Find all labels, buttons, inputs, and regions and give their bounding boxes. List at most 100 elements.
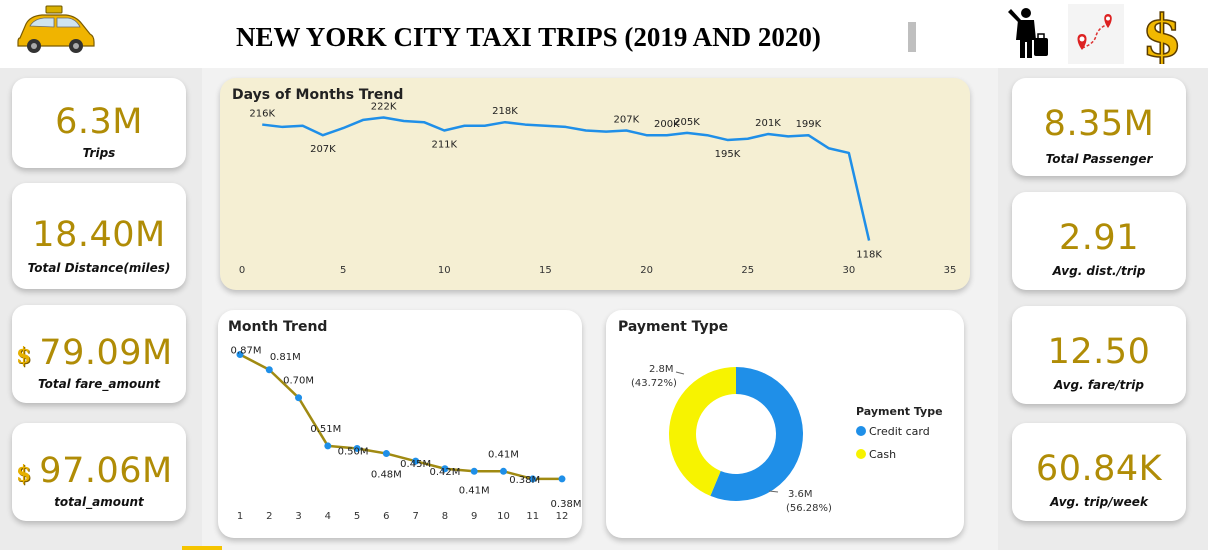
- legend-item: Credit card: [869, 425, 930, 438]
- x-tick-label: 11: [526, 511, 539, 522]
- data-label: 0.70M: [283, 376, 314, 387]
- kpi-value: 97.06M: [39, 451, 173, 491]
- legend-marker: [856, 449, 866, 459]
- dollar-icon: $: [1140, 1, 1184, 71]
- svg-text:$: $: [1142, 2, 1182, 64]
- data-label: 118K: [856, 250, 882, 261]
- data-label: 0.51M: [310, 424, 341, 435]
- x-tick-label: 25: [741, 265, 754, 276]
- data-point: [324, 442, 332, 450]
- data-label: 0.38M: [509, 475, 540, 486]
- data-label: 0.48M: [371, 470, 402, 481]
- data-label: 195K: [715, 149, 741, 160]
- days-of-months-trend-panel: Days of Months Trend 0 5 10 15 20 25 30 35 216K 2…: [220, 78, 970, 290]
- page-title: NEW YORK CITY TAXI TRIPS (2019 AND 2020): [236, 22, 821, 52]
- kpi-value: 6.3M: [55, 102, 143, 142]
- data-point: [382, 450, 390, 458]
- x-tick-label: 5: [340, 265, 346, 276]
- x-tick-label: 15: [539, 265, 552, 276]
- data-label: 207K: [310, 144, 336, 155]
- x-tick-label: 12: [556, 511, 569, 522]
- data-label: 0.81M: [270, 352, 301, 363]
- x-tick-label: 35: [944, 265, 957, 276]
- data-label: 218K: [492, 106, 518, 117]
- data-point: [236, 351, 244, 359]
- kpi-label: Total Passenger: [1045, 152, 1153, 166]
- x-tick-label: 10: [438, 265, 451, 276]
- data-label: 222K: [371, 101, 397, 112]
- data-label: (56.28%): [786, 503, 832, 514]
- x-tick-label: 30: [842, 265, 855, 276]
- kpi-card-avg-fare: 12.50 Avg. fare/trip: [1012, 306, 1186, 404]
- pie-slice: [710, 367, 803, 501]
- legend-title: Payment Type: [856, 405, 943, 418]
- route-map-icon: [1068, 4, 1124, 64]
- x-tick-label: 8: [442, 511, 448, 522]
- kpi-label: total_amount: [54, 495, 144, 509]
- data-label: 205K: [674, 117, 700, 128]
- kpi-label: Avg. dist./trip: [1052, 264, 1146, 278]
- data-label: 207K: [614, 114, 640, 125]
- dollar-icon: $: [16, 343, 32, 369]
- data-label: 3.6M: [788, 489, 813, 500]
- x-tick-label: 6: [383, 511, 389, 522]
- kpi-card-total-distance: 18.40M Total Distance(miles): [12, 183, 186, 289]
- kpi-value: 79.09M: [39, 333, 173, 373]
- kpi-label: Avg. fare/trip: [1054, 378, 1144, 392]
- x-tick-label: 1: [237, 511, 243, 522]
- x-tick-label: 5: [354, 511, 360, 522]
- data-label: 0.42M: [429, 467, 460, 478]
- data-label: 216K: [249, 109, 275, 120]
- kpi-card-total-passenger: 8.35M Total Passenger: [1012, 78, 1186, 176]
- payment-type-panel: Payment Type 3.6M (56.28%) 2.8M (43.72%) Pay…: [606, 310, 964, 538]
- payment-type-chart: 3.6M (56.28%) 2.8M (43.72%) Payment Type Cred…: [631, 364, 943, 514]
- hitchhiker-icon: [1004, 6, 1052, 58]
- data-point: [499, 467, 507, 475]
- kpi-value: 60.84K: [1035, 449, 1163, 489]
- x-tick-label: 2: [266, 511, 272, 522]
- dollar-icon: $: [16, 461, 32, 487]
- data-label: 201K: [755, 118, 781, 129]
- data-point: [295, 394, 303, 402]
- top-banner: NEW YORK CITY TAXI TRIPS (2019 AND 2020)…: [0, 0, 1208, 71]
- kpi-label: Total Distance(miles): [27, 261, 171, 275]
- kpi-card-total-amount: $ 97.06M total_amount: [12, 423, 186, 521]
- data-label: 200K: [654, 119, 680, 130]
- x-tick-label: 20: [640, 265, 653, 276]
- kpi-label: Avg. trip/week: [1050, 495, 1148, 509]
- title-marker: [908, 22, 916, 52]
- data-point: [529, 475, 537, 483]
- month-trend-chart: 1 2 3 4 5 6 7 8 9 10 11 120.87M0.81M0.70M0.51M0.50M…: [231, 346, 582, 522]
- month-trend-panel: Month Trend 1 2 3 4 5 6 7 8 9 10 11 12 0.87M 0.81M 0.7…: [218, 310, 582, 538]
- data-label: 0.41M: [459, 485, 490, 496]
- pie-slice: [669, 367, 736, 496]
- leader-line: [675, 371, 685, 375]
- data-point: [353, 444, 361, 452]
- chart-title: Month Trend: [228, 319, 328, 335]
- x-tick-label: 0: [239, 265, 245, 276]
- data-label: 0.87M: [231, 346, 262, 357]
- kpi-card-avg-trip-week: 60.84K Avg. trip/week: [1012, 423, 1186, 521]
- kpi-value: 8.35M: [1043, 104, 1155, 144]
- data-label: 0.45M: [400, 459, 431, 470]
- data-point: [441, 465, 449, 473]
- kpi-label: Trips: [82, 146, 116, 160]
- kpi-card-avg-dist: 2.91 Avg. dist./trip: [1012, 192, 1186, 290]
- kpi-card-total-fare: $ 79.09M Total fare_amount: [12, 305, 186, 403]
- page-tab-indicator: [182, 546, 222, 550]
- kpi-card-trips: 6.3M Trips: [12, 78, 186, 168]
- kpi-value: 12.50: [1047, 332, 1151, 372]
- data-label: 0.50M: [338, 446, 369, 457]
- x-tick-label: 7: [412, 511, 418, 522]
- data-point: [470, 467, 478, 475]
- legend-item: Cash: [869, 448, 896, 461]
- data-point: [412, 457, 420, 465]
- chart-title: Days of Months Trend: [232, 87, 404, 103]
- data-label: 199K: [796, 119, 822, 130]
- chart-title: Payment Type: [618, 319, 729, 335]
- x-tick-label: 10: [497, 511, 510, 522]
- kpi-value: 2.91: [1059, 218, 1139, 258]
- days-trend-chart: 0 5 10 15 20 25 30 35 216K 207K 222K 211K 218K 207K 20…: [239, 101, 957, 276]
- data-point: [558, 475, 566, 483]
- taxi-icon: [14, 4, 96, 56]
